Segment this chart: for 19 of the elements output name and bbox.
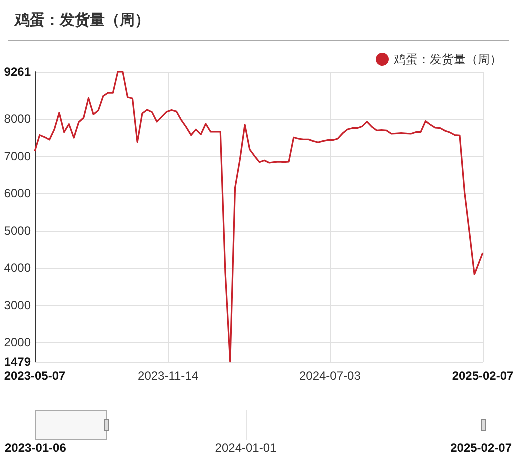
x-tick-label: 2025-02-07 (452, 369, 514, 383)
y-tick-label: 3000 (4, 298, 32, 312)
y-tick-label: 8000 (4, 112, 32, 126)
y-tick-label: 7000 (4, 149, 32, 164)
y-tick-label: 1479 (4, 355, 32, 369)
text: 2024-01-01 (215, 441, 277, 455)
y-tick-label: 6000 (4, 186, 32, 201)
y-tick-label: 9261 (4, 65, 32, 79)
y-tick-label: 5000 (4, 224, 32, 238)
x-tick-label: 2023-05-07 (4, 369, 66, 383)
chart-title: 鸡蛋：发货量（周） (14, 12, 150, 29)
y-tick-label: 2000 (4, 336, 32, 350)
line-series (34, 71, 484, 363)
legend-label: 鸡蛋：发货量（周） (393, 52, 502, 66)
text: 2025-02-07 (450, 441, 512, 455)
text: 2023-01-06 (5, 441, 66, 455)
x-tick-label: 2023-11-14 (138, 369, 199, 383)
x-tick-label: 2024-07-03 (299, 369, 362, 383)
y-tick-label: 4000 (4, 261, 32, 276)
